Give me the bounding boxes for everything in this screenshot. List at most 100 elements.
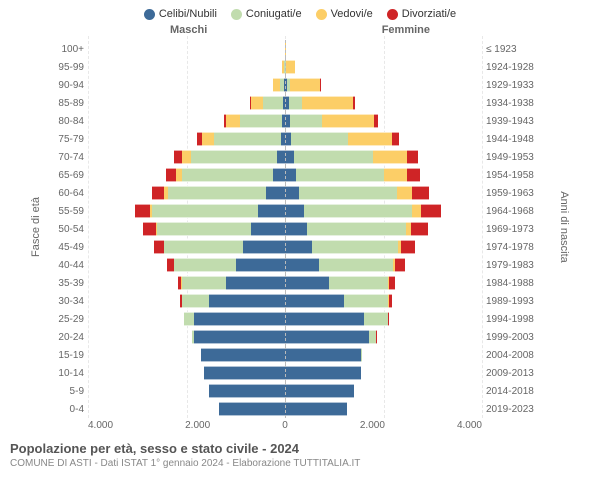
- bar-segment: [182, 276, 226, 290]
- bar-segment: [299, 186, 398, 200]
- bar-group: [88, 186, 482, 200]
- female-bar: [285, 312, 482, 326]
- bar-segment: [285, 276, 329, 290]
- pyramid-row: 65-69 1954-1958: [50, 166, 540, 184]
- pyramid-row: 75-791944-1948: [50, 130, 540, 148]
- side-labels: Maschi Femmine: [0, 24, 600, 36]
- birth-year-label: 1949-1953: [482, 152, 540, 163]
- male-bar: [88, 60, 285, 74]
- pyramid-row: 10-142009-2013: [50, 364, 540, 382]
- bar-segment: [273, 78, 280, 92]
- bar-segment: [412, 186, 429, 200]
- age-label: 80-84: [50, 116, 88, 127]
- bar-group: [88, 132, 482, 146]
- birth-year-label: 1994-1998: [482, 314, 540, 325]
- bar-group: [88, 294, 482, 308]
- bar-group: [88, 330, 482, 344]
- bar-segment: [369, 330, 376, 344]
- bar-segment: [294, 150, 373, 164]
- female-bar: [285, 276, 482, 290]
- female-bar: [285, 150, 482, 164]
- pyramid-row: 40-441979-1983: [50, 256, 540, 274]
- birth-year-label: 1954-1958: [482, 170, 540, 181]
- pyramid-row: 30-341989-1993: [50, 292, 540, 310]
- female-bar: [285, 186, 482, 200]
- bar-segment: [285, 348, 361, 362]
- bar-group: [88, 366, 482, 380]
- age-label: 5-9: [50, 386, 88, 397]
- age-label: 65-69: [50, 170, 88, 181]
- x-tick: 2.000: [360, 420, 385, 431]
- bar-segment: [282, 114, 285, 128]
- bar-segment: [226, 276, 285, 290]
- bar-segment: [204, 366, 285, 380]
- female-bar: [285, 294, 482, 308]
- pyramid-row: 60-641959-1963: [50, 184, 540, 202]
- male-bar: [88, 294, 285, 308]
- legend-label: Coniugati/e: [246, 8, 302, 20]
- legend-swatch: [231, 9, 242, 20]
- legend-item: Celibi/Nubili: [144, 8, 217, 20]
- pyramid-row: 35-391984-1988: [50, 274, 540, 292]
- bar-segment: [373, 150, 407, 164]
- x-tick: 4.000: [88, 420, 113, 431]
- birth-year-label: 1984-1988: [482, 278, 540, 289]
- bar-segment: [392, 132, 399, 146]
- birth-year-label: 1989-1993: [482, 296, 540, 307]
- bar-segment: [421, 204, 441, 218]
- bar-segment: [312, 240, 398, 254]
- bar-segment: [258, 204, 285, 218]
- pyramid-row: 95-99 1924-1928: [50, 58, 540, 76]
- legend-item: Coniugati/e: [231, 8, 302, 20]
- bar-segment: [202, 132, 214, 146]
- bar-segment: [319, 258, 393, 272]
- male-bar: [88, 312, 285, 326]
- female-bar: [285, 78, 482, 92]
- bar-segment: [273, 168, 285, 182]
- bar-group: [88, 276, 482, 290]
- bar-group: [88, 42, 482, 56]
- bar-segment: [348, 132, 392, 146]
- age-label: 40-44: [50, 260, 88, 271]
- birth-year-label: 2009-2013: [482, 368, 540, 379]
- bar-segment: [285, 150, 294, 164]
- male-bar: [88, 222, 285, 236]
- bar-segment: [152, 186, 165, 200]
- bar-segment: [401, 240, 415, 254]
- bar-segment: [182, 168, 273, 182]
- bar-segment: [283, 96, 285, 110]
- age-label: 15-19: [50, 350, 88, 361]
- age-label: 100+: [50, 44, 88, 55]
- bar-segment: [214, 132, 280, 146]
- male-bar: [88, 186, 285, 200]
- bar-segment: [344, 294, 388, 308]
- pyramid-row: 80-841939-1943: [50, 112, 540, 130]
- bar-segment: [285, 258, 319, 272]
- male-label: Maschi: [170, 24, 207, 36]
- pyramid-row: 90-941929-1933: [50, 76, 540, 94]
- age-label: 55-59: [50, 206, 88, 217]
- legend-label: Celibi/Nubili: [159, 8, 217, 20]
- female-bar: [285, 384, 482, 398]
- bar-segment: [384, 168, 406, 182]
- birth-year-label: 1999-2003: [482, 332, 540, 343]
- pyramid-row: 20-241999-2003: [50, 328, 540, 346]
- birth-year-label: 1959-1963: [482, 188, 540, 199]
- bar-segment: [135, 204, 150, 218]
- female-bar: [285, 168, 482, 182]
- bar-group: [88, 222, 482, 236]
- male-bar: [88, 330, 285, 344]
- bar-segment: [174, 258, 236, 272]
- bar-segment: [226, 114, 240, 128]
- chart-subtitle: COMUNE DI ASTI - Dati ISTAT 1° gennaio 2…: [10, 458, 590, 469]
- female-bar: [285, 366, 482, 380]
- pyramid-row: 15-19 2004-2008: [50, 346, 540, 364]
- age-label: 95-99: [50, 62, 88, 73]
- bar-segment: [251, 222, 285, 236]
- male-bar: [88, 366, 285, 380]
- birth-year-label: 1924-1928: [482, 62, 540, 73]
- male-bar: [88, 258, 285, 272]
- birth-year-label: 2004-2008: [482, 350, 540, 361]
- male-bar: [88, 114, 285, 128]
- birth-year-label: 1969-1973: [482, 224, 540, 235]
